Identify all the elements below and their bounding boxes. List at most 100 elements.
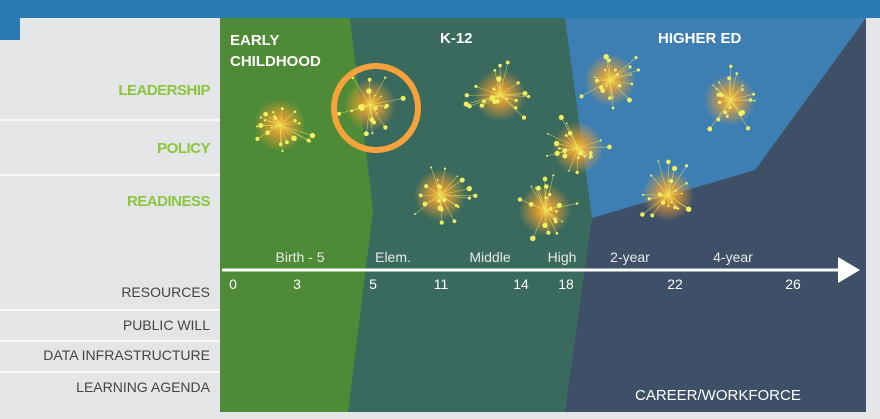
cluster-node	[607, 144, 612, 150]
cluster-node	[567, 130, 573, 136]
cluster-link	[279, 124, 288, 143]
cluster-node	[367, 77, 372, 82]
cluster-link	[544, 209, 557, 222]
cluster-link	[499, 93, 526, 96]
cluster-link	[426, 185, 441, 196]
cluster-link	[439, 194, 476, 197]
cluster-node	[281, 149, 284, 153]
row-separators	[0, 119, 220, 373]
cluster-link	[729, 99, 743, 113]
cluster-link	[439, 179, 463, 196]
cluster-node	[738, 110, 744, 117]
cluster-link	[546, 147, 579, 157]
cluster-link	[430, 167, 441, 196]
cluster-node	[558, 114, 564, 120]
cluster-node	[562, 148, 568, 154]
cluster-link	[424, 194, 441, 205]
cluster-link	[713, 85, 731, 101]
cluster-link	[271, 124, 281, 128]
cluster-node	[600, 88, 605, 93]
cluster-node	[380, 95, 382, 98]
cluster-node	[685, 206, 692, 212]
cluster-node	[456, 175, 459, 177]
cluster-link	[667, 194, 669, 206]
cluster-link	[439, 194, 459, 207]
cluster-node	[430, 166, 433, 169]
cluster-node	[376, 112, 378, 115]
highlight-ring	[331, 63, 421, 153]
cluster-node	[498, 63, 502, 68]
cluster-node	[400, 95, 406, 101]
cluster-link	[660, 194, 669, 197]
cluster-link	[369, 104, 387, 107]
clusters	[254, 53, 756, 242]
cluster-link	[726, 99, 731, 117]
row-label: POLICY	[157, 140, 210, 157]
cluster-node	[626, 97, 632, 103]
cluster-node	[383, 125, 388, 130]
cluster-link	[581, 79, 611, 97]
cluster-link	[729, 66, 732, 101]
cluster-node	[753, 99, 756, 102]
cluster-node	[593, 76, 596, 79]
cluster-node	[727, 76, 731, 81]
cluster-node	[608, 96, 612, 100]
cluster-node	[436, 178, 439, 181]
cluster-node	[474, 84, 478, 88]
cluster-link	[667, 190, 676, 196]
cluster-link	[729, 89, 743, 101]
cluster-node	[674, 189, 677, 192]
cluster-node	[603, 68, 607, 72]
cluster-node	[492, 87, 496, 91]
cluster-link	[597, 79, 611, 81]
cluster-link	[544, 175, 554, 211]
cluster-node	[565, 122, 568, 125]
cluster-link	[609, 69, 616, 81]
cluster-link	[667, 180, 672, 196]
cluster-node	[629, 73, 632, 76]
row-label: DATA INFRASTRUCTURE	[43, 347, 210, 363]
cluster-node	[660, 200, 666, 205]
cluster-node	[270, 126, 273, 129]
cluster-link	[475, 86, 501, 96]
cluster-node	[456, 205, 460, 208]
cluster-link	[609, 79, 630, 101]
cluster-node	[536, 185, 541, 191]
cluster-link	[729, 93, 754, 101]
row-label: PUBLIC WILL	[122, 317, 210, 333]
cluster-node	[729, 64, 733, 68]
cluster-node	[542, 176, 548, 182]
cluster-link	[577, 147, 585, 157]
cluster-link	[609, 79, 614, 98]
cluster-node	[647, 197, 651, 201]
cluster-node	[555, 232, 559, 235]
cluster-node	[524, 92, 527, 95]
top-band	[0, 0, 880, 18]
cluster-node	[255, 136, 260, 141]
cluster-link	[605, 56, 611, 81]
cluster-link	[369, 98, 404, 106]
cluster-node	[579, 94, 584, 99]
cluster-node	[293, 110, 297, 113]
cluster-link	[531, 204, 546, 211]
cluster-node	[669, 178, 674, 184]
cluster-node	[680, 192, 683, 195]
cluster-node	[613, 68, 617, 72]
cluster-link	[609, 74, 631, 81]
cluster-node	[673, 205, 677, 210]
header: CAREER/WORKFORCE	[635, 387, 801, 404]
cluster-node	[589, 157, 592, 160]
cluster-link	[609, 79, 621, 87]
cluster-node	[712, 84, 715, 87]
cluster-link	[667, 194, 689, 210]
cluster-node	[298, 121, 301, 125]
cluster-node	[414, 212, 417, 215]
cluster-node	[599, 139, 602, 142]
cluster-node	[546, 230, 551, 235]
cluster-link	[667, 194, 672, 203]
cluster-node	[650, 174, 653, 177]
cluster-node	[256, 125, 259, 128]
cluster-link	[718, 94, 731, 101]
cluster-node	[603, 53, 609, 60]
cluster-link	[709, 99, 731, 130]
